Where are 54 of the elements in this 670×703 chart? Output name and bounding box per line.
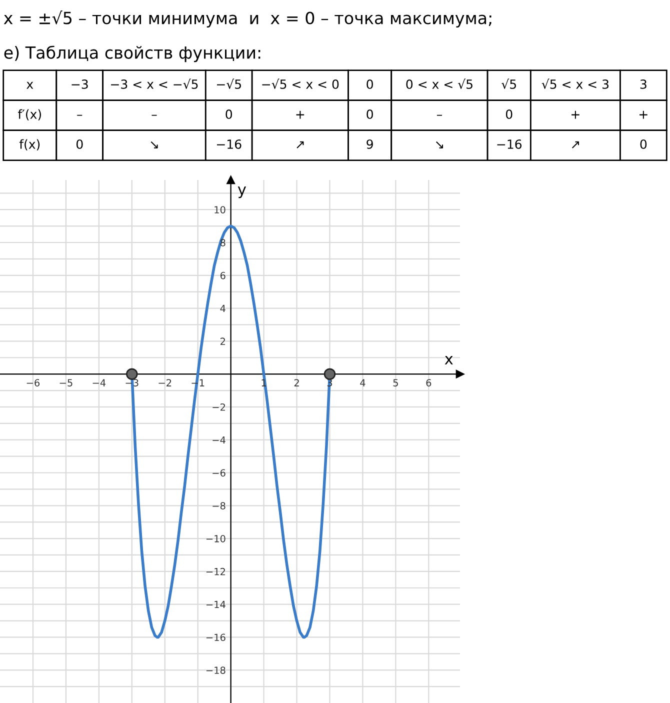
y-tick-label: 4 bbox=[220, 304, 226, 312]
text: 0 bbox=[366, 109, 373, 119]
text: 0 bbox=[226, 109, 232, 119]
x-tick-label: −4 bbox=[92, 379, 106, 386]
y-tick-label: −8 bbox=[212, 502, 226, 510]
y-tick-label: −18 bbox=[206, 666, 226, 674]
text: е) Таблица свойств функции: bbox=[4, 46, 260, 62]
text: 0 bbox=[366, 79, 373, 89]
y-tick-label: −2 bbox=[212, 403, 225, 411]
text: −√5 bbox=[217, 78, 241, 89]
text: + bbox=[640, 110, 648, 119]
text: – bbox=[77, 114, 82, 116]
y-tick-label: −12 bbox=[206, 568, 225, 576]
x-tick-label: −2 bbox=[158, 379, 172, 386]
y-axis-title: y bbox=[238, 186, 246, 198]
text: x = ±√5 – точки минимума и x = 0 – точка максимума; bbox=[4, 10, 492, 28]
text: −16 bbox=[497, 139, 522, 149]
y-tick-label: −10 bbox=[206, 535, 226, 542]
y-tick-label: −4 bbox=[212, 436, 226, 444]
y-tick-label: −6 bbox=[212, 469, 226, 477]
text: 0 bbox=[76, 139, 83, 149]
text: f′(x) bbox=[18, 109, 41, 120]
y-tick-label: −16 bbox=[206, 634, 226, 642]
text: ↗ bbox=[296, 141, 304, 148]
text: 0 < x < √5 bbox=[406, 78, 472, 89]
text: ↘ bbox=[150, 141, 158, 148]
text: f(x) bbox=[19, 139, 40, 150]
y-tick-label: 10 bbox=[214, 206, 226, 214]
text: – bbox=[152, 114, 157, 116]
x-tick-label: 5 bbox=[393, 379, 398, 386]
x-tick-label: 6 bbox=[426, 379, 432, 386]
text: −3 bbox=[72, 79, 88, 89]
text: ↗ bbox=[572, 141, 579, 148]
text: √5 < x < 3 bbox=[542, 78, 608, 89]
y-tick-label: 2 bbox=[220, 338, 225, 345]
text: + bbox=[572, 110, 580, 119]
text: 9 bbox=[366, 139, 373, 149]
text: √5 bbox=[502, 78, 516, 89]
y-tick-label: 6 bbox=[220, 272, 226, 280]
text: ↘ bbox=[436, 141, 444, 148]
x-tick-label: −5 bbox=[60, 379, 72, 386]
text: 3 bbox=[640, 79, 646, 89]
x-tick-label: −6 bbox=[26, 379, 40, 386]
text: 0 bbox=[640, 139, 647, 149]
text: x bbox=[26, 82, 34, 89]
y-tick-label: −14 bbox=[206, 600, 226, 608]
x-axis-title: x bbox=[444, 356, 453, 364]
text: + bbox=[296, 110, 304, 119]
text: −√5 < x < 0 bbox=[262, 78, 339, 89]
x-tick-label: 4 bbox=[360, 379, 366, 386]
text: 0 bbox=[506, 109, 512, 119]
text: −3 < x < −√5 bbox=[111, 78, 198, 89]
text: – bbox=[436, 114, 442, 116]
x-tick-label: 2 bbox=[294, 379, 299, 386]
